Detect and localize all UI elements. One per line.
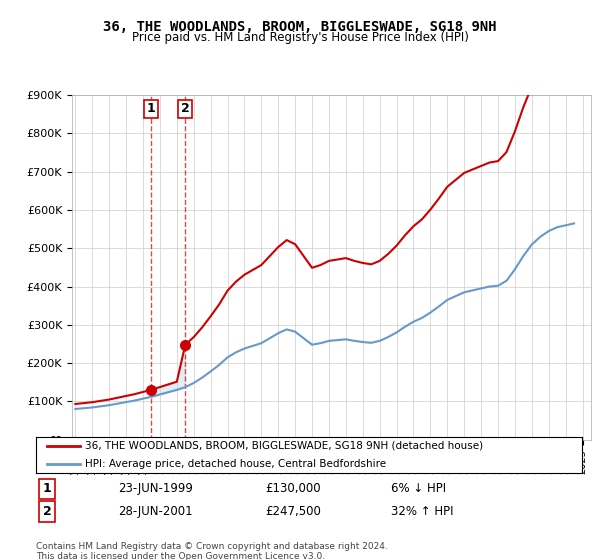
Text: 32% ↑ HPI: 32% ↑ HPI (391, 505, 454, 518)
Text: £247,500: £247,500 (265, 505, 321, 518)
Text: 6% ↓ HPI: 6% ↓ HPI (391, 482, 446, 496)
Text: 2: 2 (43, 505, 51, 518)
Text: 1: 1 (43, 482, 51, 496)
Text: £130,000: £130,000 (265, 482, 321, 496)
Text: HPI: Average price, detached house, Central Bedfordshire: HPI: Average price, detached house, Cent… (85, 459, 386, 469)
Text: 23-JUN-1999: 23-JUN-1999 (118, 482, 193, 496)
Text: 2: 2 (181, 102, 190, 115)
Text: 36, THE WOODLANDS, BROOM, BIGGLESWADE, SG18 9NH (detached house): 36, THE WOODLANDS, BROOM, BIGGLESWADE, S… (85, 441, 483, 451)
Text: Contains HM Land Registry data © Crown copyright and database right 2024.
This d: Contains HM Land Registry data © Crown c… (36, 542, 388, 560)
Text: 28-JUN-2001: 28-JUN-2001 (118, 505, 193, 518)
Text: Price paid vs. HM Land Registry's House Price Index (HPI): Price paid vs. HM Land Registry's House … (131, 31, 469, 44)
Text: 36, THE WOODLANDS, BROOM, BIGGLESWADE, SG18 9NH: 36, THE WOODLANDS, BROOM, BIGGLESWADE, S… (103, 20, 497, 34)
Text: 1: 1 (146, 102, 155, 115)
